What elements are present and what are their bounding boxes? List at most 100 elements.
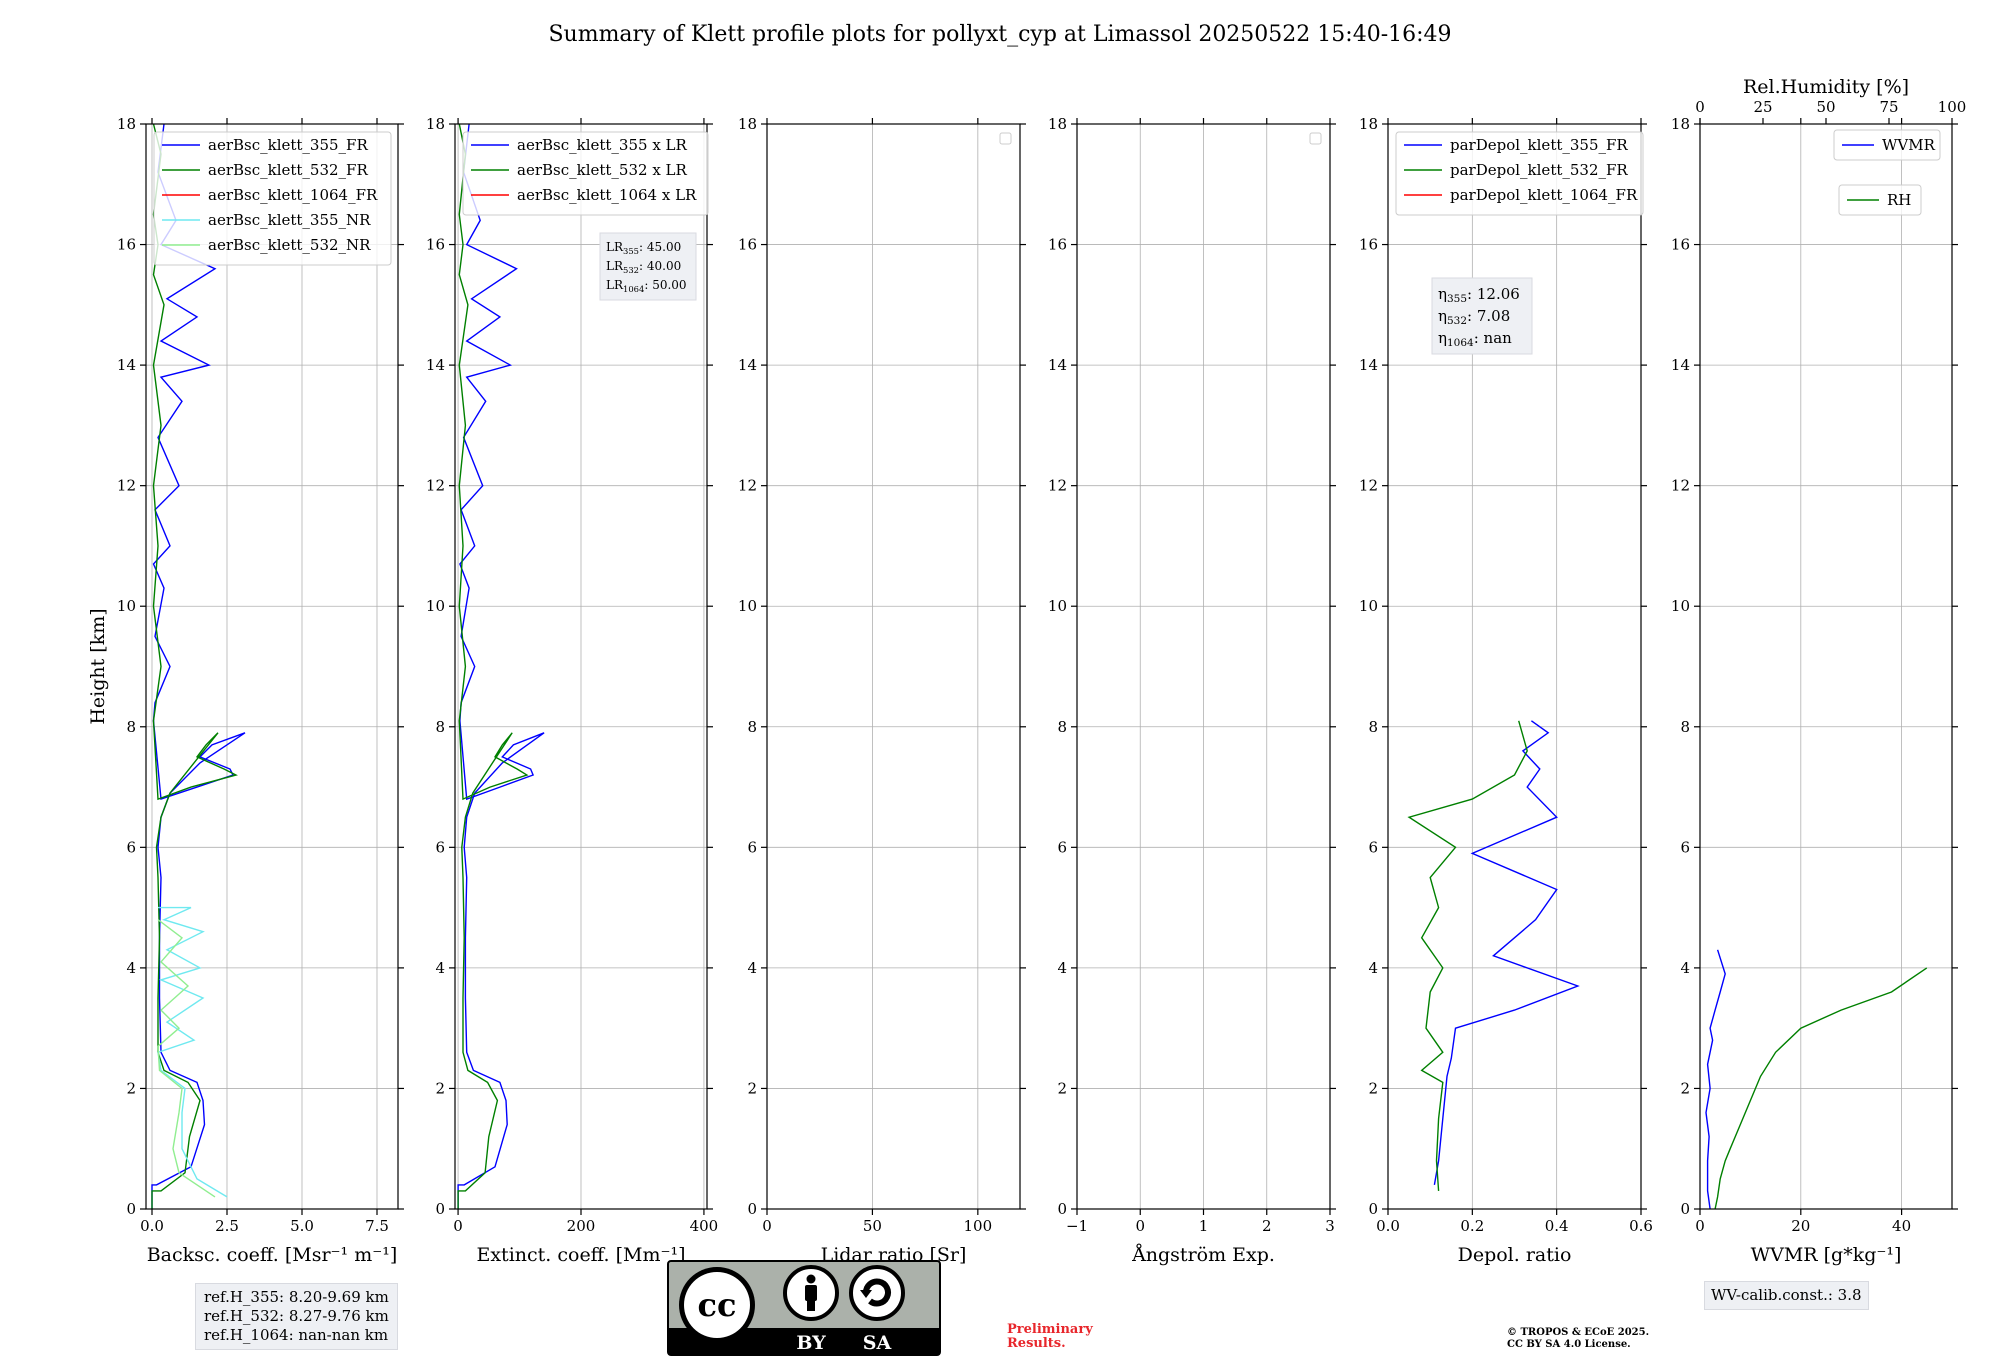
y-tick-label: 10 — [1048, 597, 1067, 615]
x-tick-label: 0 — [453, 1217, 463, 1235]
top-axis-label: Rel.Humidity [%] — [1743, 76, 1909, 98]
series-line-5 — [157, 919, 216, 1198]
legend-box — [1833, 129, 1941, 161]
series-line-4 — [157, 906, 228, 1198]
x-tick-label: 0 — [762, 1217, 772, 1235]
y-tick-label: 8 — [435, 718, 445, 736]
x-tick-label: 400 — [690, 1217, 719, 1235]
preliminary-note: Preliminary Results. — [1007, 1323, 1093, 1351]
legend-label: aerBsc_klett_1064_FR — [208, 186, 378, 204]
y-tick-label: 14 — [738, 356, 757, 374]
x-tick-label: 0.0 — [1376, 1217, 1400, 1235]
annotation-line: η1064: nan — [1438, 329, 1512, 349]
x-axis-label: Depol. ratio — [1458, 1244, 1572, 1266]
y-tick-label: 6 — [126, 838, 136, 856]
y-tick-label: 4 — [1368, 959, 1378, 977]
annotation-box — [599, 232, 697, 301]
y-tick-label: 18 — [738, 115, 757, 133]
y-tick-label: 0 — [126, 1200, 136, 1218]
axes-frame — [1699, 123, 1953, 1210]
y-tick-label: 4 — [747, 959, 757, 977]
y-tick-label: 18 — [1671, 115, 1690, 133]
legend-label: aerBsc_klett_532_NR — [208, 236, 371, 254]
y-tick-label: 12 — [738, 477, 757, 495]
series-line-1 — [151, 124, 246, 1209]
y-tick-label: 8 — [126, 718, 136, 736]
x-tick-label: 100 — [964, 1217, 993, 1235]
annotation-line: LR532: 40.00 — [606, 259, 681, 275]
empty-legend — [1309, 132, 1322, 145]
series-line-2 — [1714, 967, 1928, 1209]
y-tick-label: 12 — [426, 477, 445, 495]
legend-label: aerBsc_klett_355_NR — [208, 211, 371, 229]
ref-height-1064: ref.H_1064: nan-nan km — [204, 1326, 389, 1344]
y-tick-label: 8 — [1368, 718, 1378, 736]
legend-box — [462, 131, 709, 216]
y-tick-label: 18 — [426, 115, 445, 133]
top-tick-label: 100 — [1938, 98, 1967, 116]
y-tick-label: 18 — [1359, 115, 1378, 133]
y-tick-label: 10 — [426, 597, 445, 615]
y-tick-label: 0 — [747, 1200, 757, 1218]
legend-label: parDepol_klett_355_FR — [1450, 136, 1628, 154]
x-tick-label: 20 — [1791, 1217, 1810, 1235]
x-tick-label: 0 — [1135, 1217, 1145, 1235]
y-tick-label: 0 — [1368, 1200, 1378, 1218]
empty-legend — [999, 132, 1012, 145]
x-tick-label: 7.5 — [365, 1217, 389, 1235]
copyright-line-1: © TROPOS & ECoE 2025. — [1507, 1327, 1650, 1338]
y-tick-label: 16 — [738, 236, 757, 254]
y-tick-label: 16 — [426, 236, 445, 254]
y-tick-label: 2 — [126, 1079, 136, 1097]
y-tick-label: 0 — [435, 1200, 445, 1218]
top-tick-label: 25 — [1753, 98, 1772, 116]
y-tick-label: 2 — [747, 1079, 757, 1097]
y-tick-label: 0 — [1057, 1200, 1067, 1218]
legend-label: WVMR — [1882, 136, 1936, 154]
y-tick-label: 10 — [1671, 597, 1690, 615]
annotation-box — [1431, 277, 1533, 355]
annotation-line: LR1064: 50.00 — [606, 278, 687, 294]
axes-frame — [1387, 123, 1642, 1210]
cc-sa-label: SA — [863, 1332, 892, 1354]
legend-label: parDepol_klett_532_FR — [1450, 161, 1628, 179]
y-tick-label: 16 — [117, 236, 136, 254]
legend-box — [1838, 184, 1922, 216]
top-tick-label: 0 — [1695, 98, 1705, 116]
y-tick-label: 6 — [435, 838, 445, 856]
copyright-note: © TROPOS & ECoE 2025. CC BY SA 4.0 Licen… — [1507, 1327, 1649, 1351]
y-tick-label: 12 — [1671, 477, 1690, 495]
y-tick-label: 4 — [1057, 959, 1067, 977]
legend-label: aerBsc_klett_532_FR — [208, 161, 368, 179]
series-line-1 — [457, 124, 545, 1209]
x-tick-label: 0.2 — [1460, 1217, 1484, 1235]
top-tick-label: 50 — [1816, 98, 1835, 116]
x-axis-label: Backsc. coeff. [Msr⁻¹ m⁻¹] — [147, 1244, 398, 1266]
x-axis-label: Ångström Exp. — [1131, 1244, 1275, 1266]
y-tick-label: 8 — [1680, 718, 1690, 736]
series-line-1 — [1433, 720, 1580, 1186]
x-axis-label: WVMR [g*kg⁻¹] — [1751, 1244, 1902, 1266]
y-tick-label: 12 — [117, 477, 136, 495]
y-tick-label: 4 — [1680, 959, 1690, 977]
y-tick-label: 10 — [1359, 597, 1378, 615]
x-tick-label: 40 — [1892, 1217, 1911, 1235]
legend-label: aerBsc_klett_355_FR — [208, 136, 368, 154]
x-tick-label: 50 — [863, 1217, 882, 1235]
ref-height-355: ref.H_355: 8.20-9.69 km — [204, 1288, 389, 1306]
subplot-5: 0 2 4 6 8 10 12 14 16 18 0.0 0.2 0.4 0.6 Depol. ratio p… — [1359, 115, 1653, 1266]
y-tick-label: 10 — [117, 597, 136, 615]
y-tick-label: 8 — [1057, 718, 1067, 736]
x-tick-label: 0.4 — [1545, 1217, 1569, 1235]
y-tick-label: 14 — [117, 356, 136, 374]
legend-label: aerBsc_klett_1064 x LR — [517, 186, 697, 204]
y-tick-label: 18 — [1048, 115, 1067, 133]
x-tick-label: 0.6 — [1629, 1217, 1653, 1235]
legend-box — [1395, 131, 1644, 216]
y-tick-label: 4 — [126, 959, 136, 977]
ref-height-box: ref.H_355: 8.20-9.69 km ref.H_532: 8.27-… — [195, 1283, 398, 1350]
y-tick-label: 12 — [1359, 477, 1378, 495]
